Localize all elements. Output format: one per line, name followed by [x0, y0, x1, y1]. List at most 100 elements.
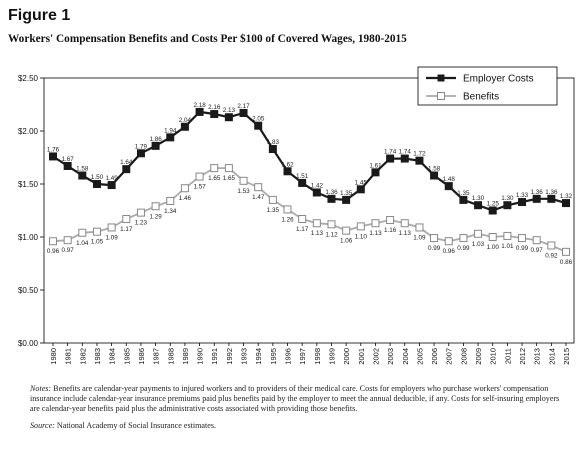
x-tick-label: 1982 [78, 348, 87, 365]
benefits-data-label: 1.13 [399, 230, 412, 237]
employer-point [342, 195, 351, 204]
benefits-data-label: 1.09 [413, 234, 426, 241]
x-tick-label: 1998 [313, 348, 322, 365]
y-tick-label: $2.00 [18, 127, 39, 136]
legend-benefits-marker [437, 92, 445, 100]
employer-point [371, 168, 380, 177]
employer-point [474, 201, 483, 210]
y-tick-label: $0.00 [18, 339, 39, 348]
benefits-data-label: 1.35 [267, 207, 280, 214]
benefits-data-label: 1.34 [164, 208, 177, 215]
benefits-point [283, 205, 292, 214]
x-tick-label: 2005 [415, 348, 424, 365]
benefits-data-label: 1.65 [208, 175, 221, 182]
employer-data-label: 1.36 [545, 189, 558, 196]
employer-point [532, 194, 541, 203]
x-tick-label: 2013 [533, 348, 542, 365]
notes-label: Notes: [30, 384, 52, 393]
employer-data-label: 1.58 [428, 166, 441, 173]
employer-data-label: 1.25 [487, 201, 500, 208]
employer-point [415, 156, 424, 165]
figure-label: Figure 1 [8, 7, 71, 24]
benefits-data-label: 0.97 [62, 247, 75, 254]
employer-data-label: 1.48 [443, 176, 456, 183]
employer-data-label: 2.18 [193, 102, 206, 109]
x-tick-label: 2004 [401, 348, 410, 365]
benefits-data-label: 1.17 [120, 226, 133, 233]
employer-point [298, 178, 307, 187]
employer-point [210, 110, 219, 119]
employer-point [327, 194, 336, 203]
employer-data-label: 1.33 [516, 192, 529, 199]
benefits-data-label: 0.96 [47, 248, 60, 255]
benefits-point [327, 220, 336, 229]
benefits-point [562, 247, 570, 256]
benefits-data-label: 0.99 [428, 245, 441, 252]
employer-data-label: 2.05 [252, 116, 265, 123]
x-tick-label: 1991 [210, 348, 219, 365]
benefits-data-label: 0.92 [545, 252, 558, 259]
employer-point [488, 206, 497, 215]
benefits-data-label: 0.86 [560, 259, 573, 266]
benefits-data-label: 1.03 [472, 241, 485, 248]
x-tick-label: 1985 [122, 348, 131, 365]
x-tick-label: 2002 [371, 348, 380, 365]
benefits-data-label: 1.65 [223, 175, 236, 182]
employer-point [459, 195, 468, 204]
employer-point [92, 180, 101, 188]
benefits-point [195, 172, 204, 181]
employer-point [386, 154, 395, 163]
x-tick-label: 1990 [196, 348, 205, 365]
employer-data-label: 1.67 [62, 156, 75, 163]
plot-frame [43, 77, 575, 344]
y-tick-label: $1.50 [18, 180, 39, 189]
x-tick-label: 1980 [49, 348, 58, 365]
employer-point [254, 121, 263, 130]
legend-benefits-label: Benefits [463, 92, 499, 103]
x-tick-label: 2012 [518, 348, 527, 365]
employer-data-label: 1.36 [325, 189, 338, 196]
employer-point [78, 171, 87, 180]
employer-point [400, 154, 409, 163]
benefits-point [518, 234, 527, 243]
source-text: National Academy of Social Insurance est… [56, 421, 217, 430]
benefits-point [166, 196, 175, 205]
employer-point [151, 141, 160, 150]
benefits-point [92, 227, 101, 236]
benefits-point [254, 183, 263, 192]
x-tick-label: 2008 [459, 348, 468, 365]
x-tick-label: 1983 [93, 348, 102, 365]
y-tick-label: $0.50 [18, 286, 39, 295]
employer-data-label: 1.76 [47, 146, 60, 153]
benefits-data-label: 1.57 [193, 184, 206, 191]
data-labels: 1.761.671.581.50 1.491.641.791.861.942.04… [47, 102, 573, 266]
benefits-point [224, 164, 233, 173]
benefits-point [298, 214, 307, 223]
benefits-point [474, 229, 483, 238]
notes: Notes: Benefits are calendar-year paymen… [30, 384, 570, 415]
employer-data-label: 1.62 [281, 161, 294, 168]
benefits-point [136, 208, 145, 217]
employer-point [312, 188, 321, 197]
benefits-data-label: 1.10 [355, 233, 368, 240]
source: Source: National Academy of Social Insur… [30, 421, 216, 430]
benefits-data-label: 1.17 [296, 226, 309, 233]
benefits-point [107, 223, 116, 232]
employer-point [503, 201, 512, 210]
benefits-point [268, 195, 277, 204]
employer-point [444, 182, 453, 191]
x-axis: 1980 1981 1982 1983 1984 1985 1986 1987 1988 1989… [49, 343, 571, 365]
benefits-point [503, 231, 512, 240]
x-tick-label: 1984 [108, 348, 117, 365]
employer-data-label: 1.58 [76, 166, 89, 173]
employer-point [63, 161, 72, 170]
x-tick-label: 1986 [137, 348, 146, 365]
benefits-point [239, 176, 248, 185]
x-tick-label: 2010 [489, 348, 498, 365]
benefits-point [49, 237, 57, 246]
benefits-point [371, 219, 380, 228]
benefits-point [444, 237, 453, 246]
employer-data-label: 2.17 [237, 103, 250, 110]
employer-point [224, 113, 233, 122]
employer-point [268, 145, 277, 154]
